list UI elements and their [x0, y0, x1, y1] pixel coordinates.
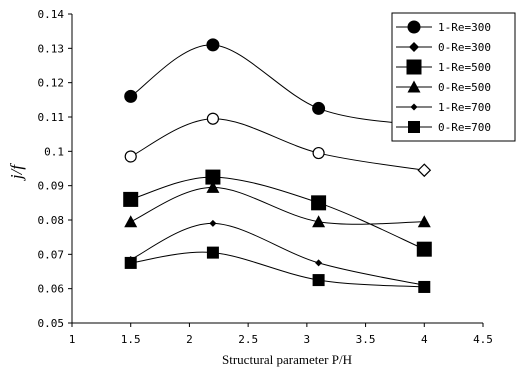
data-point: [123, 191, 139, 207]
legend-entry: 0-Re=500: [438, 81, 491, 94]
data-point: [418, 280, 431, 293]
data-point: [209, 219, 217, 227]
data-point: [417, 215, 431, 228]
series-line-6: [130, 251, 425, 288]
data-point: [124, 215, 138, 228]
data-point: [311, 195, 327, 211]
data-point: [312, 146, 325, 160]
legend-entry: 1-Re=500: [438, 61, 491, 74]
y-axis-label: j/f: [7, 163, 26, 181]
x-tick-label: 2: [186, 333, 193, 346]
x-axis-label: Structural parameter P/H: [222, 352, 352, 367]
x-tick-label: 3: [304, 333, 311, 346]
data-point: [417, 163, 432, 178]
series-line-5: [130, 222, 425, 286]
legend-marker: [410, 103, 418, 111]
x-tick-label: 1: [69, 333, 76, 346]
y-tick-label: 0.14: [38, 8, 65, 21]
x-tick-label: 4.5: [473, 333, 493, 346]
data-point: [312, 101, 326, 115]
axes: 0.05 0.06 0.07 0.08 0.09 0.1 0.11 0.12 0.13 0.14 1…: [38, 8, 493, 346]
series-line-1: [130, 44, 425, 127]
data-point: [312, 215, 326, 228]
legend-entry: 0-Re=700: [438, 121, 491, 134]
data-point: [206, 112, 220, 125]
series-curves: [130, 44, 425, 288]
series-line-3: [130, 176, 425, 250]
y-tick-label: 0.09: [38, 180, 65, 193]
data-point: [205, 169, 221, 185]
legend-marker: [406, 59, 422, 75]
data-point: [312, 274, 325, 287]
legend-marker: [408, 121, 420, 133]
y-tick-label: 0.06: [38, 283, 65, 296]
data-point: [124, 89, 138, 103]
legend-marker: [409, 42, 419, 52]
y-tick-label: 0.05: [38, 317, 65, 330]
legend-box: [391, 12, 516, 142]
data-point: [206, 180, 220, 193]
series-markers: [123, 38, 432, 293]
legend-marker: [407, 80, 421, 93]
y-tick-label: 0.07: [38, 248, 65, 261]
y-tick-label: 0.13: [38, 42, 65, 55]
legend-entry: 1-Re=300: [438, 21, 491, 34]
y-tick-label: 0.11: [38, 111, 65, 124]
x-tick-label: 2.5: [238, 333, 258, 346]
x-tick-label: 4: [421, 333, 428, 346]
data-point: [416, 241, 432, 257]
legend: 1-Re=300 0-Re=300 1-Re=500 0-Re=500 1-Re=700…: [391, 12, 516, 142]
y-tick-label: 0.08: [38, 214, 65, 227]
legend-entry: 1-Re=700: [438, 101, 491, 114]
data-point: [315, 259, 323, 267]
y-tick-label: 0.12: [38, 77, 65, 90]
legend-marker: [407, 20, 421, 34]
y-tick-label: 0.1: [44, 145, 64, 158]
series-line-2: [130, 118, 425, 171]
legend-entry: 0-Re=300: [438, 41, 491, 54]
data-point: [206, 246, 219, 259]
data-point: [124, 256, 137, 269]
x-tick-label: 3.5: [356, 333, 376, 346]
series-line-4: [130, 186, 425, 225]
data-point: [124, 150, 137, 163]
x-tick-label: 1.5: [121, 333, 141, 346]
data-point: [206, 38, 220, 52]
